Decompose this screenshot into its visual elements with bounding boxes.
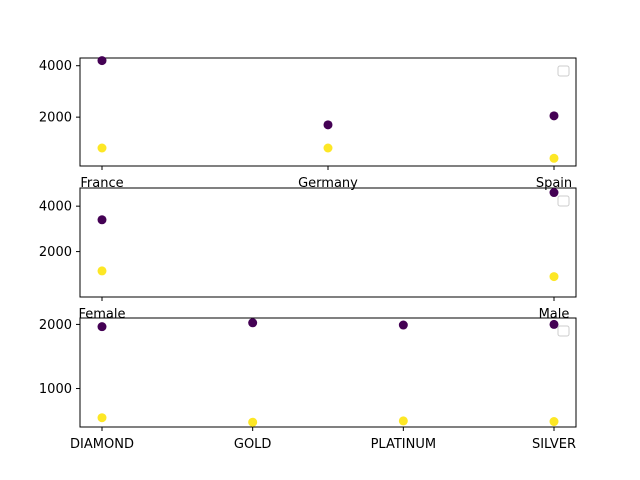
data-point-series-1 — [398, 320, 408, 330]
subplot-1: 2000 4000 France Germany Spain — [39, 56, 577, 191]
y-tick-label: 4000 — [39, 59, 72, 74]
data-point-series-1 — [97, 322, 107, 332]
subplot-2: 2000 4000 Female Male — [39, 187, 577, 322]
y-tick-label: 4000 — [39, 200, 72, 215]
x-tick-label: DIAMOND — [70, 437, 134, 452]
x-tick-label: PLATINUM — [371, 437, 437, 452]
x-tick-label: Male — [539, 307, 570, 322]
legend — [557, 65, 570, 77]
y-tick-label: 2000 — [39, 318, 72, 333]
y-tick-label: 1000 — [39, 382, 72, 397]
x-tick-label: France — [80, 176, 123, 191]
x-tick-label: Female — [78, 307, 125, 322]
axes-frame — [79, 187, 577, 298]
x-tick-label: GOLD — [234, 437, 272, 452]
data-point-series-2 — [97, 266, 107, 276]
data-point-series-2 — [97, 413, 107, 423]
data-point-series-2 — [97, 143, 107, 153]
x-tick-label: Germany — [298, 176, 358, 191]
data-point-series-2 — [398, 416, 408, 426]
y-tick-label: 2000 — [39, 245, 72, 260]
data-point-series-2 — [549, 417, 559, 427]
data-point-series-1 — [549, 319, 559, 329]
data-point-series-1 — [323, 120, 333, 130]
data-point-series-2 — [549, 272, 559, 282]
data-point-series-1 — [549, 188, 559, 198]
y-tick-label: 2000 — [39, 111, 72, 126]
data-point-series-2 — [549, 153, 559, 163]
x-tick-label: SILVER — [532, 437, 576, 452]
subplot-3: 1000 2000 DIAMOND GOLD PLATINUM SILVER — [39, 317, 577, 452]
data-point-series-1 — [97, 56, 107, 66]
x-tick-label: Spain — [536, 176, 572, 191]
legend — [557, 325, 570, 337]
data-point-series-2 — [323, 143, 333, 153]
legend — [557, 195, 570, 207]
data-point-series-1 — [549, 111, 559, 121]
data-point-series-2 — [248, 417, 258, 427]
axes-frame — [79, 317, 577, 428]
data-point-series-1 — [248, 318, 258, 328]
data-point-series-1 — [97, 215, 107, 225]
